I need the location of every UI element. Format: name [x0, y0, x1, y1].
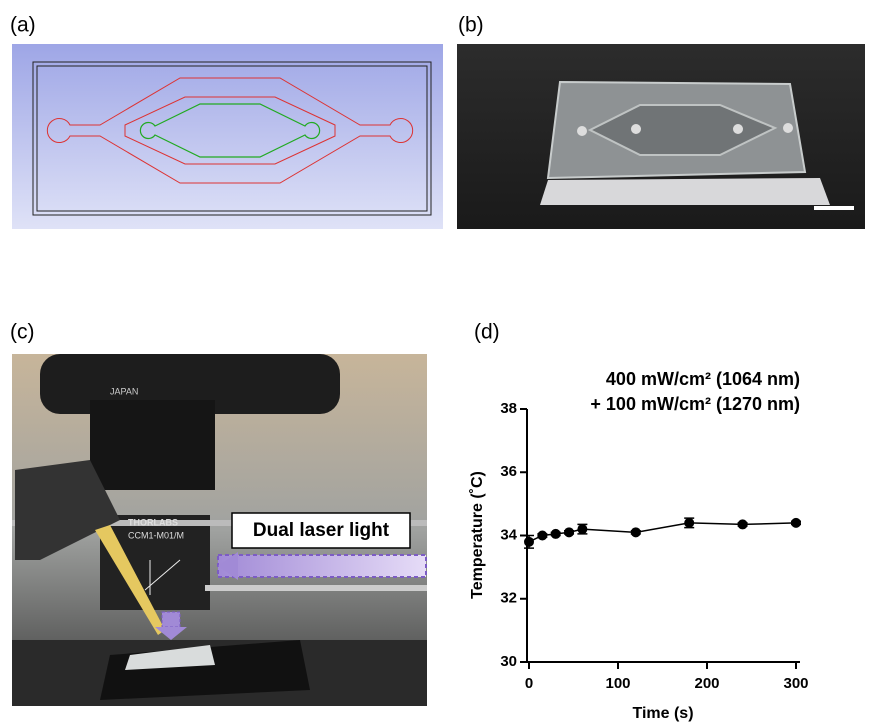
data-point	[537, 530, 548, 541]
y-tick-label: 36	[500, 463, 517, 480]
x-tick-label: 100	[605, 675, 630, 692]
data-point	[564, 527, 575, 538]
y-tick-label: 34	[500, 526, 517, 543]
chart-title: + 100 mW/cm² (1270 nm)	[590, 394, 800, 414]
panel-label: (b)	[458, 14, 484, 37]
x-tick-label: 200	[694, 675, 719, 692]
panel-label: (a)	[10, 14, 36, 37]
data-point	[524, 536, 534, 547]
photo-text: CCM1-M01/M	[128, 530, 184, 540]
data-point	[630, 527, 641, 538]
data-point	[684, 517, 695, 528]
y-tick-label: 30	[500, 653, 517, 670]
y-axis-label: Temperature (˚C)	[469, 471, 486, 599]
photo-text: JAPAN	[110, 386, 138, 396]
x-axis-label: Time (s)	[632, 705, 693, 722]
y-tick-label: 38	[500, 400, 517, 417]
data-point	[550, 528, 561, 539]
data-point	[737, 519, 748, 530]
panel-label: (d)	[474, 321, 500, 344]
temperature-chart: 400 mW/cm² (1064 nm) + 100 mW/cm² (1270 …	[469, 369, 808, 722]
y-tick-label: 32	[500, 590, 517, 607]
cad-schematic	[12, 44, 443, 229]
data-point	[577, 524, 588, 535]
panel-label: (c)	[10, 321, 35, 344]
chart-title: 400 mW/cm² (1064 nm)	[606, 369, 800, 389]
photo-text: THORLABS	[128, 517, 178, 527]
data-point	[791, 517, 801, 528]
setup-photo: JAPAN THORLABS CCM1-M01/M Dual laser lig…	[12, 354, 427, 706]
x-tick-label: 300	[783, 675, 808, 692]
callout: Dual laser light	[253, 520, 390, 541]
device-photo	[457, 44, 865, 229]
x-tick-label: 0	[525, 675, 533, 692]
